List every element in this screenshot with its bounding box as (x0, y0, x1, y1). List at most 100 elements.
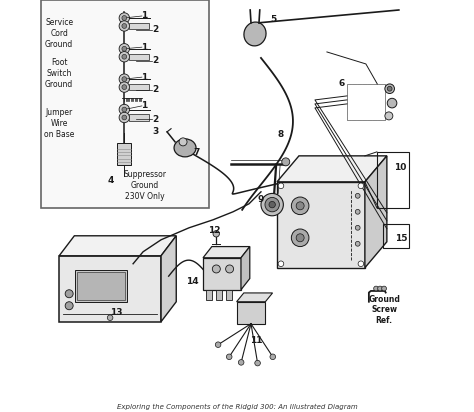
Circle shape (387, 87, 392, 91)
Bar (129, 23, 149, 29)
Text: 1: 1 (141, 43, 147, 52)
Circle shape (382, 286, 386, 291)
Text: 8: 8 (277, 130, 283, 139)
Bar (216, 290, 222, 300)
Polygon shape (277, 156, 387, 182)
Circle shape (387, 98, 397, 108)
Bar (203, 258, 241, 290)
Text: Exploring the Components of the Ridgid 300: An Illustrated Diagram: Exploring the Components of the Ridgid 3… (117, 404, 357, 410)
Circle shape (374, 286, 378, 291)
Text: Ground
Screw
Ref.: Ground Screw Ref. (368, 295, 400, 325)
Circle shape (356, 241, 360, 246)
Circle shape (119, 52, 129, 62)
Circle shape (385, 112, 393, 120)
Text: Jumper
Wire
on Base: Jumper Wire on Base (44, 108, 74, 139)
Text: 15: 15 (394, 234, 407, 243)
Polygon shape (161, 236, 176, 322)
Circle shape (358, 183, 364, 189)
Text: 2: 2 (152, 56, 158, 65)
Bar (77, 272, 125, 300)
Circle shape (119, 104, 129, 115)
Bar (277, 182, 365, 268)
Polygon shape (237, 293, 273, 302)
Text: 6: 6 (338, 80, 345, 89)
Circle shape (358, 261, 364, 267)
Circle shape (238, 360, 244, 365)
Circle shape (278, 261, 284, 267)
Polygon shape (365, 156, 387, 268)
Circle shape (107, 315, 113, 321)
Ellipse shape (174, 139, 196, 157)
Text: Suppressor
Ground
230V Only: Suppressor Ground 230V Only (124, 170, 166, 201)
Text: 9: 9 (258, 194, 264, 204)
Circle shape (65, 290, 73, 298)
Circle shape (292, 197, 309, 215)
Circle shape (213, 231, 219, 237)
Circle shape (215, 342, 221, 347)
Bar (129, 84, 149, 90)
Text: 7: 7 (193, 148, 200, 157)
Circle shape (356, 209, 360, 214)
Circle shape (226, 265, 234, 273)
Text: Foot
Switch
Ground: Foot Switch Ground (45, 58, 73, 89)
Text: 1: 1 (141, 73, 147, 82)
Text: 2: 2 (152, 26, 158, 35)
Circle shape (122, 77, 127, 82)
Circle shape (292, 229, 309, 246)
Circle shape (119, 112, 129, 123)
Bar (377, 152, 409, 208)
Bar (59, 256, 161, 322)
Text: 4: 4 (108, 176, 114, 185)
Circle shape (269, 201, 275, 208)
Bar (129, 114, 149, 121)
Circle shape (119, 21, 129, 31)
Text: 12: 12 (208, 227, 220, 236)
Bar (206, 290, 212, 300)
Bar (41, 0, 209, 208)
Text: 3: 3 (152, 126, 158, 136)
Circle shape (212, 265, 220, 273)
Text: 1: 1 (141, 12, 147, 21)
Circle shape (296, 234, 304, 242)
Text: 13: 13 (110, 308, 123, 317)
Circle shape (65, 302, 73, 310)
Text: 5: 5 (270, 15, 276, 23)
Polygon shape (59, 236, 176, 256)
Bar (117, 143, 131, 165)
Circle shape (122, 107, 127, 112)
Circle shape (122, 16, 127, 20)
Circle shape (261, 193, 283, 216)
Circle shape (255, 360, 260, 366)
Text: 14: 14 (186, 277, 199, 286)
Bar (347, 84, 385, 120)
Circle shape (119, 74, 129, 84)
Circle shape (119, 44, 129, 54)
Circle shape (282, 158, 290, 166)
Circle shape (270, 354, 275, 360)
Bar (75, 270, 127, 302)
Text: 2: 2 (152, 85, 158, 94)
Polygon shape (203, 246, 250, 258)
Circle shape (122, 54, 127, 59)
Text: Service
Cord
Ground: Service Cord Ground (45, 18, 73, 49)
Circle shape (122, 23, 127, 28)
Circle shape (119, 13, 129, 23)
Bar (347, 84, 385, 120)
Circle shape (227, 354, 232, 360)
Circle shape (122, 115, 127, 120)
Circle shape (278, 183, 284, 189)
Circle shape (296, 202, 304, 210)
Text: 11: 11 (250, 336, 263, 345)
Text: 1: 1 (141, 101, 147, 110)
Bar (237, 302, 265, 324)
Bar (226, 290, 232, 300)
Circle shape (119, 82, 129, 92)
Bar (129, 54, 149, 60)
Circle shape (385, 84, 394, 94)
Circle shape (265, 197, 279, 212)
Circle shape (356, 193, 360, 198)
Circle shape (378, 286, 383, 291)
Circle shape (122, 85, 127, 89)
Circle shape (122, 47, 127, 51)
Ellipse shape (244, 22, 266, 46)
